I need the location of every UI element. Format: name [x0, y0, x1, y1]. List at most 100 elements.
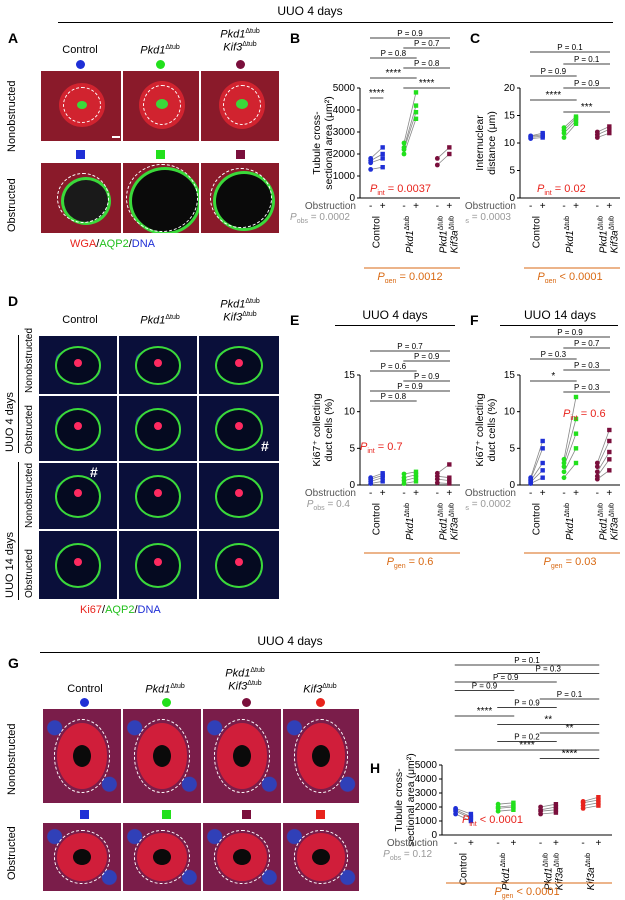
point-obstructed [540, 438, 545, 444]
point-obstructed [447, 475, 452, 480]
point-obstructed [413, 475, 419, 480]
y-axis-label: Tubule cross- [393, 768, 405, 832]
a-micrograph-kif3-nonobstructed [200, 70, 280, 142]
group-label: Pkd1Δtub [500, 853, 512, 890]
g-micrograph-obs-2 [202, 822, 282, 892]
minus-label: - [581, 838, 584, 849]
point-nonobstructed [401, 151, 407, 157]
y-tick-label: 5 [509, 166, 515, 177]
point-obstructed [553, 802, 559, 807]
comparison-label: P = 0.9 [557, 328, 583, 337]
header-top: UUO 4 days [277, 4, 343, 18]
pair-line [583, 802, 599, 806]
point-obstructed [596, 797, 601, 803]
p-int: Pint < 0.0001 [462, 814, 523, 828]
g-sq-control [80, 810, 89, 819]
y-tick-label: 15 [344, 370, 356, 381]
point-obstructed [607, 468, 612, 473]
pair-line [540, 812, 556, 815]
y-tick-label: 0 [509, 193, 515, 204]
g-sq-kif3 [316, 810, 325, 819]
g-micrograph-obs-0 [42, 822, 122, 892]
minus-label: - [402, 488, 405, 499]
g-dot-kif3 [316, 698, 325, 707]
p-int: Pint = 0.02 [537, 183, 586, 197]
point-obstructed [413, 110, 419, 115]
point-obstructed [447, 481, 452, 486]
y-tick-label: 20 [504, 83, 516, 94]
point-nonobstructed [561, 460, 567, 466]
y-tick-label: 3000 [333, 127, 356, 138]
comparison-label: P = 0.3 [574, 361, 600, 370]
point-obstructed [468, 814, 474, 819]
y-tick-label: 2000 [415, 802, 438, 813]
a-dot-control [76, 60, 85, 69]
point-obstructed [447, 145, 452, 150]
g-row-nonobstructed: Nonobstructed [6, 723, 18, 795]
point-nonobstructed [434, 470, 440, 476]
y-tick-label: 10 [344, 407, 356, 418]
point-obstructed [413, 469, 419, 474]
comparison-label: **** [369, 88, 385, 99]
pair-line [540, 803, 556, 808]
point-obstructed [573, 446, 579, 451]
point-nonobstructed [434, 156, 440, 161]
panel-letter-d: D [8, 293, 19, 309]
point-nonobstructed [368, 475, 374, 481]
a-micrograph-pkd1-nonobstructed [122, 70, 200, 142]
p-int: Pint = 0.7 [360, 441, 403, 455]
point-obstructed [573, 460, 579, 466]
point-obstructed [573, 394, 579, 400]
group-label: Control [372, 216, 383, 248]
point-nonobstructed [401, 140, 407, 146]
header-f: UUO 14 days [523, 308, 597, 322]
y-tick-label: 1000 [415, 816, 438, 827]
y-axis-label: duct cells (%) [486, 398, 498, 461]
point-obstructed [540, 468, 545, 473]
pair-line [540, 809, 556, 812]
point-obstructed [413, 479, 419, 484]
a-sq-kif3 [236, 150, 245, 159]
pair-line [455, 809, 472, 818]
plus-label: + [553, 838, 559, 849]
group-label: Pkd1Δtub [564, 216, 576, 253]
comparison-label: **** [519, 740, 535, 751]
obstruction-label: Obstruction [465, 201, 516, 212]
point-obstructed [573, 416, 579, 422]
point-obstructed [380, 165, 385, 170]
point-obstructed [607, 438, 612, 444]
panel-letter-h: H [370, 760, 381, 776]
minus-label: - [529, 201, 532, 212]
point-obstructed [596, 800, 601, 805]
p-int: Pint = 0.6 [563, 408, 606, 422]
point-obstructed [447, 478, 452, 483]
d-micrograph-r0-c0 [38, 335, 118, 395]
p-gen: Pgen = 0.6 [387, 556, 434, 570]
a-stain-legend: WGA/AQP2/DNA [70, 238, 155, 250]
point-obstructed [468, 811, 474, 817]
point-obstructed [573, 114, 579, 119]
g-col-control: Control [67, 683, 103, 695]
pair-line [563, 462, 577, 478]
point-obstructed [511, 800, 516, 805]
g-micrograph-non-0 [42, 708, 122, 804]
minus-label: - [496, 838, 499, 849]
plus-label: + [540, 201, 546, 212]
minus-label: - [529, 488, 532, 499]
comparison-label: P = 0.9 [493, 673, 519, 682]
d-row-obs-2: Obstructed [24, 549, 35, 598]
point-nonobstructed [594, 129, 600, 135]
plus-label: + [573, 488, 579, 499]
point-obstructed [596, 795, 601, 800]
comparison-label: P = 0.9 [397, 382, 423, 391]
point-obstructed [413, 103, 419, 108]
group-label: Pkd1Δtub [597, 216, 609, 253]
panel-letter-g: G [8, 655, 19, 671]
y-tick-label: 10 [504, 138, 516, 149]
point-obstructed [553, 807, 559, 812]
d-micrograph-r1-c2 [198, 395, 280, 462]
point-obstructed [413, 90, 419, 95]
g-row-obstructed: Obstructed [6, 826, 18, 880]
group-label-2: Kif3aΔtub [553, 853, 565, 890]
y-tick-label: 15 [504, 111, 516, 122]
